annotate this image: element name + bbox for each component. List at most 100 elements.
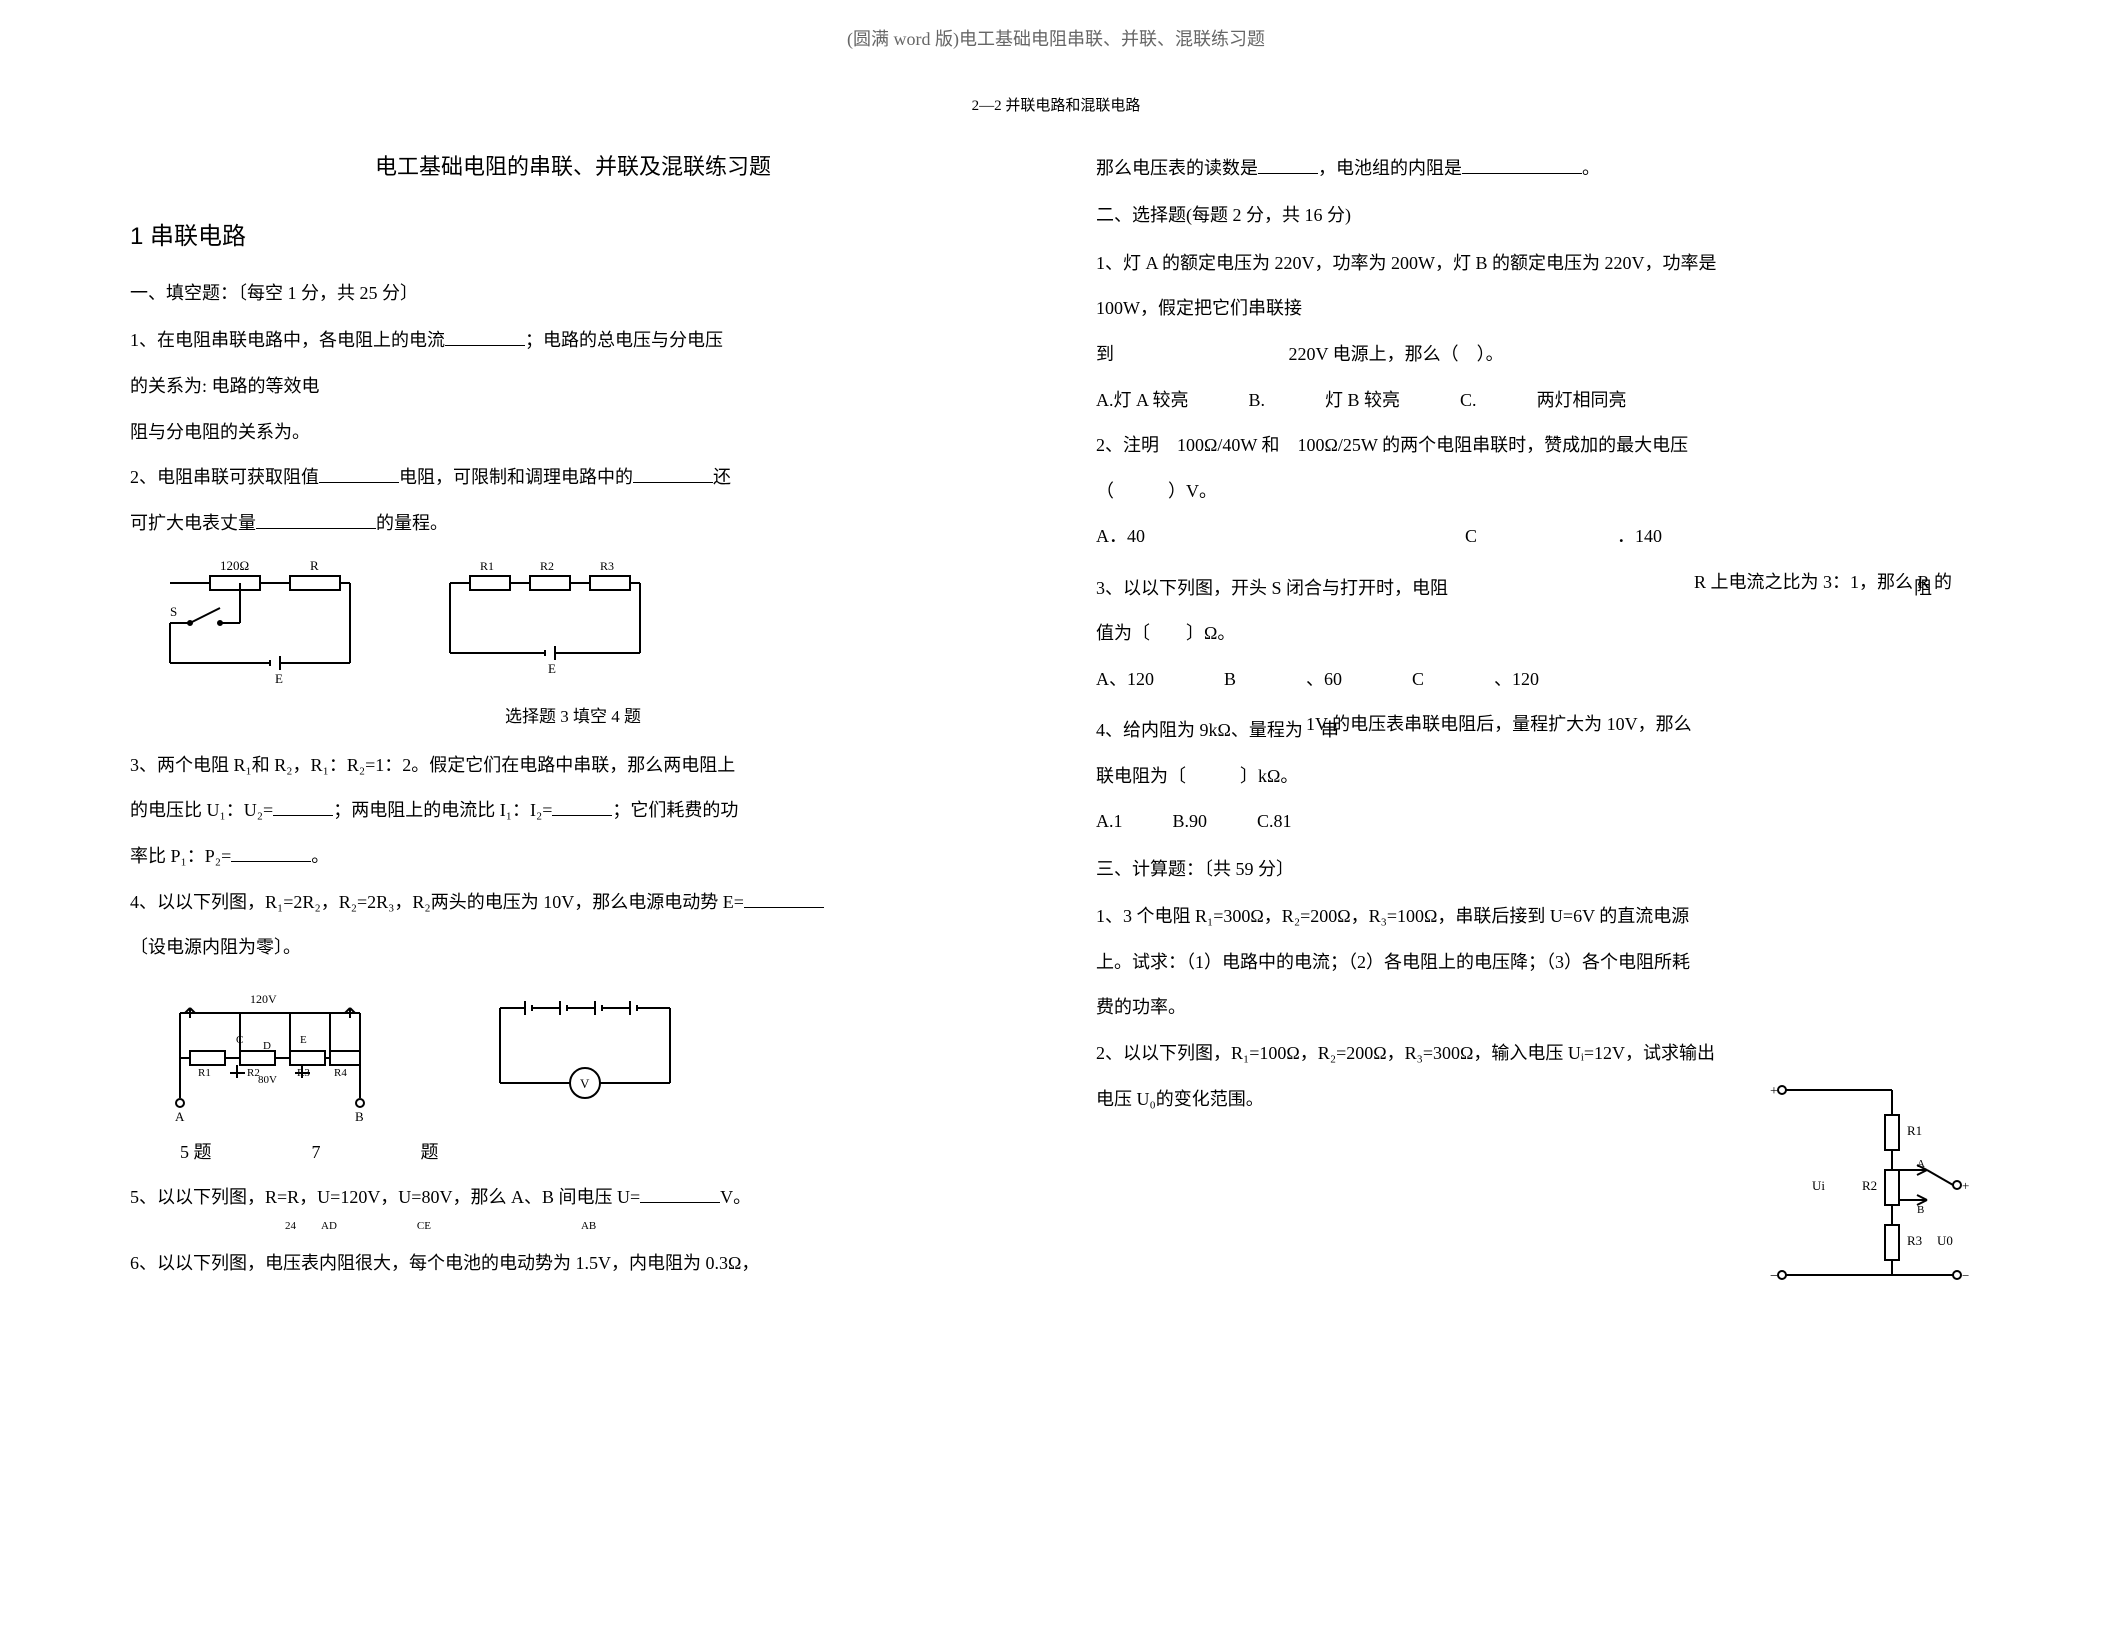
s-label: S — [170, 604, 177, 619]
q3-text-e: 率比 P₁：P₂= — [130, 846, 231, 866]
circuit-diagram-5: + − — [1762, 1070, 1982, 1290]
sub-ab: AB — [581, 1214, 596, 1238]
diagrams-row-1: 120Ω R S E — [150, 558, 1016, 688]
q3-line3: 率比 P₁：P₂= 。 — [130, 837, 1016, 877]
diagram-label-2: 5 题 7 题 — [180, 1133, 1016, 1173]
c2-optc: C — [1465, 517, 1477, 557]
cont-a: 那么电压表的读数是 — [1096, 158, 1258, 178]
c3-optc2: 、120 — [1494, 660, 1539, 700]
q3: 3、两个电阻 R₁和 R₂，R₁：R₂=1：2。假定它们在电路中串联，那么两电阻… — [130, 746, 1016, 786]
blank — [256, 511, 376, 529]
section-1-heading: 1 串联电路 — [130, 211, 1016, 264]
c1-optb: B. — [1249, 381, 1266, 421]
c3-a: 3、以以下列图，开头 S 闭合与打开时，电阻 — [1096, 569, 1448, 609]
sub-ad: AD — [321, 1214, 337, 1238]
sub-24: 24 — [285, 1214, 296, 1238]
diagram-label-1: 选择题 3 填空 4 题 — [130, 698, 1016, 735]
calc1: 1、3 个电阻 R₁=300Ω，R₂=200Ω，R₃=100Ω，串联后接到 U=… — [1096, 897, 1982, 937]
c3-optb: B — [1224, 660, 1236, 700]
q6: 6、以以下列图，电压表内阻很大，每个电池的电动势为 1.5V，内电阻为 0.3Ω… — [130, 1244, 1016, 1284]
blank — [273, 798, 333, 816]
blank — [552, 798, 612, 816]
circuit-diagram-2: R1 R2 R3 E — [430, 558, 660, 678]
r2-label: R2 — [247, 1067, 260, 1079]
q4: 4、以以下列图，R₁=2R₂，R₂=2R₃，R₂两头的电压为 10V，那么电源电… — [130, 883, 1016, 923]
q4-text-a: 4、以以下列图，R₁=2R₂，R₂=2R₃，R₂两头的电压为 10V，那么电源电… — [130, 892, 744, 912]
q3-text-d: ；它们耗费的功 — [612, 800, 738, 820]
v80-label: 80V — [258, 1074, 277, 1086]
q2-text-d: 可扩大电表丈量 — [130, 513, 256, 533]
blank — [633, 465, 713, 483]
r3-label: R3 — [600, 559, 614, 573]
c4-line2: 联电阻为〔 〕kΩ。 — [1096, 757, 1982, 797]
blank — [231, 844, 311, 862]
c1-line3: 到 220V 电源上，那么（ ）。 — [1096, 335, 1982, 375]
choice-heading: 二、选择题(每题 2 分，共 16 分) — [1096, 196, 1982, 236]
blank — [1462, 156, 1582, 174]
blank — [640, 1185, 720, 1203]
q2-text-e: 的量程。 — [376, 513, 448, 533]
u0-label: U0 — [1937, 1233, 1953, 1248]
d-label: D — [263, 1040, 271, 1052]
r-label: R — [310, 558, 319, 573]
cont-c: 。 — [1582, 158, 1600, 178]
c3-opts: A、120 B 、60 C 、120 — [1096, 660, 1982, 700]
e-label: E — [548, 661, 556, 676]
c-label: C — [236, 1034, 243, 1046]
c1-optc: C. — [1460, 381, 1477, 421]
calc2: 2、以以下列图，R₁=100Ω，R₂=200Ω，R₃=300Ω，输入电压 Uᵢ=… — [1096, 1034, 1982, 1074]
calc2-text: 电压 U₀的变化范围。 — [1096, 1089, 1264, 1109]
a-label: A — [175, 1109, 185, 1123]
r1-label: R1 — [198, 1067, 211, 1079]
q1-line2: 的关系为: 电路的等效电 — [130, 367, 1016, 407]
c1-opta: A.灯 A 较亮 — [1096, 381, 1189, 421]
calc-heading: 三、计算题：〔共 59 分〕 — [1096, 850, 1982, 890]
blank — [744, 890, 824, 908]
q2-text-a: 2、电阻串联可获取阻值 — [130, 467, 319, 487]
q3-text-b: 的电压比 U₁：U₂= — [130, 800, 273, 820]
c3-optb2: 、60 — [1306, 660, 1342, 700]
b-label: B — [355, 1109, 364, 1123]
ui-label: Ui — [1812, 1178, 1825, 1193]
c1-c: 到 — [1096, 344, 1114, 364]
q2-text-c: 还 — [713, 467, 731, 487]
b-label: B — [1917, 1204, 1924, 1216]
c2-opta: A．40 — [1096, 517, 1145, 557]
q2-text-b: 电阻，可限制和调理电路中的 — [399, 467, 633, 487]
circuit-diagram-3: 120V 80V C D E R1 R2 R3 R4 A B — [150, 983, 410, 1123]
circuit-diagram-4: V — [470, 983, 700, 1113]
q4-line2: 〔设电源内阻为零〕。 — [130, 928, 1016, 968]
v-label: V — [580, 1076, 590, 1091]
main-title: 电工基础电阻的串联、并联及混联练习题 — [130, 143, 1016, 191]
r4-label: R4 — [334, 1067, 347, 1079]
c3-line2: 值为〔 〕Ω。 — [1096, 614, 1982, 654]
svg-text:+: + — [1962, 1178, 1969, 1193]
e-label: E — [275, 671, 283, 686]
c1-opts: A.灯 A 较亮 B. 灯 B 较亮 C. 两灯相同亮 — [1096, 381, 1982, 421]
q5-text-b: V。 — [720, 1187, 751, 1207]
e-label: E — [300, 1034, 307, 1046]
cont-b: ，电池组的内阻是 — [1318, 158, 1462, 178]
c3-side2: 阻 — [1914, 569, 1932, 609]
v120-label: 120V — [250, 992, 277, 1006]
left-column: 电工基础电阻的串联、并联及混联练习题 1 串联电路 一、填空题：〔每空 1 分，… — [130, 143, 1016, 1290]
header-title: (圆满 word 版)电工基础电阻串联、并联、混联练习题 — [130, 20, 1982, 60]
r1-label: R1 — [1907, 1123, 1922, 1138]
q1: 1、在电阻串联电路中，各电阻上的电流；电路的总电压与分电压 — [130, 321, 1016, 361]
svg-text:−: − — [1770, 1269, 1778, 1284]
c4-opts: A.1 B.90 C.81 — [1096, 802, 1982, 842]
sub-ce: CE — [417, 1214, 431, 1238]
diagrams-row-2: 120V 80V C D E R1 R2 R3 R4 A B — [150, 983, 1016, 1123]
c4-optc: C.81 — [1257, 802, 1292, 842]
q3-text-c: ；两电阻上的电流比 I₁：I₂= — [333, 800, 552, 820]
c1-d: 220V 电源上，那么（ ）。 — [1289, 344, 1504, 364]
c1-optb2: 灯 B 较亮 — [1325, 381, 1400, 421]
q3-text-f: 。 — [311, 846, 329, 866]
right-column: 那么电压表的读数是，电池组的内阻是。 二、选择题(每题 2 分，共 16 分) … — [1096, 143, 1982, 1290]
label-7: 7 — [312, 1133, 321, 1173]
c1-line2: 100W，假定把它们串联接 — [1096, 289, 1982, 329]
r3-label: R3 — [1907, 1233, 1922, 1248]
svg-text:−: − — [1962, 1268, 1969, 1283]
label-5: 5 题 — [180, 1133, 212, 1173]
r2-label: R2 — [1862, 1178, 1877, 1193]
